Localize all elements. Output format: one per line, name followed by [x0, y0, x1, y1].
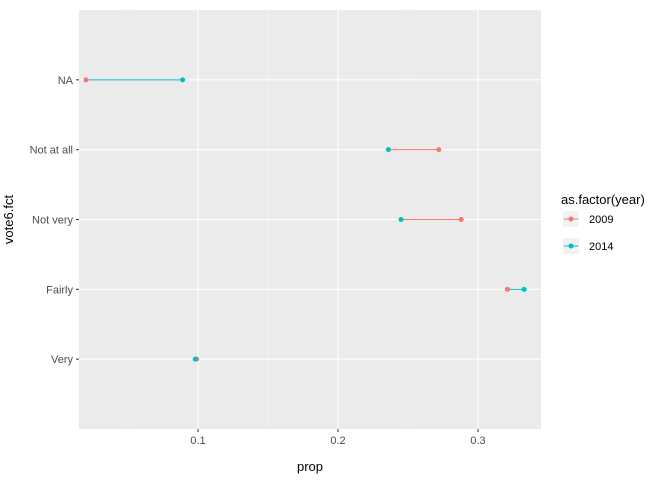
y-tick-label: Not at all: [30, 145, 73, 157]
legend-key-point: [568, 243, 574, 249]
data-point-2014: [180, 77, 186, 83]
y-axis-ticks: Very Fairly Not very Not at all NA: [30, 75, 79, 366]
x-axis-ticks: 0.1 0.2 0.3: [190, 429, 486, 447]
x-tick-label: 0.3: [470, 435, 485, 447]
data-point-2009: [458, 217, 464, 222]
y-tick-label: NA: [58, 75, 74, 87]
y-tick-label: Very: [51, 354, 74, 366]
x-axis-title: prop: [297, 459, 323, 474]
x-tick-label: 0.2: [330, 435, 345, 447]
x-tick-label: 0.1: [190, 435, 205, 447]
legend-label-2009: 2009: [589, 214, 613, 226]
data-point-2014: [521, 286, 527, 292]
y-tick-label: Fairly: [46, 284, 73, 296]
data-point-2014: [385, 147, 391, 153]
data-point-2014: [398, 217, 404, 222]
dumbbell-segments: [86, 79, 525, 360]
legend-key-point: [568, 216, 574, 222]
legend-title: as.factor(year): [561, 192, 645, 207]
legend-label-2014: 2014: [589, 241, 613, 253]
data-point-2009: [504, 286, 510, 292]
y-tick-label: Not very: [32, 215, 73, 227]
data-point-2009: [83, 77, 89, 83]
data-point-2009: [436, 147, 442, 153]
y-axis-title: vote6.fct: [1, 195, 16, 245]
data-point-2014: [192, 356, 198, 362]
legend: as.factor(year) 2009 2014: [561, 192, 645, 254]
data-points: [83, 77, 527, 362]
